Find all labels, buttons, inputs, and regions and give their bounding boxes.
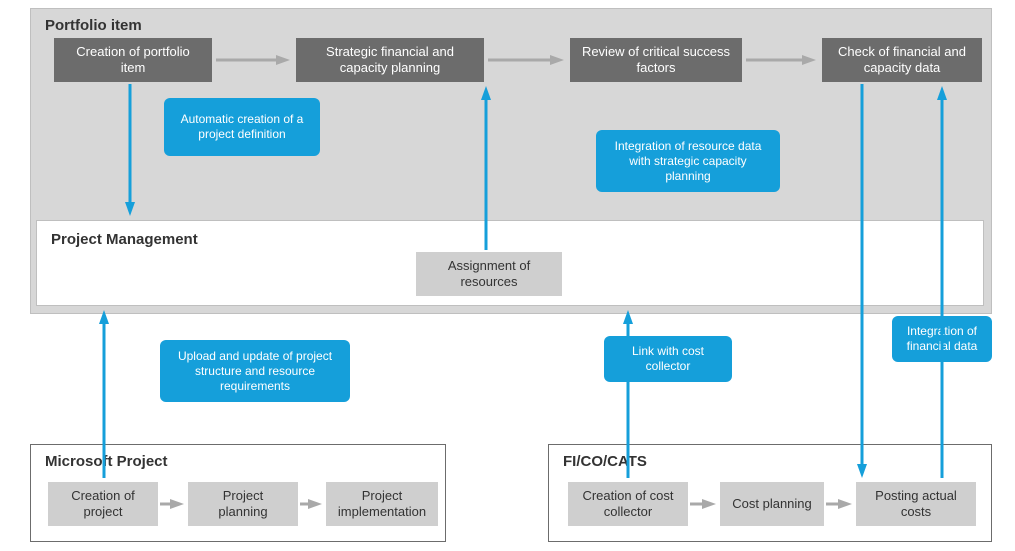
callout-link-cost-collector: Link with cost collector xyxy=(604,336,732,382)
box-project-implementation: Project implementation xyxy=(326,482,438,526)
box-project-planning: Project planning xyxy=(188,482,298,526)
box-check-financial-data: Check of financial and capacity data xyxy=(822,38,982,82)
box-strategic-planning: Strategic financial and capacity plannin… xyxy=(296,38,484,82)
callout-auto-creation: Automatic creation of a project definiti… xyxy=(164,98,320,156)
region-portfolio-title: Portfolio item xyxy=(45,17,142,34)
box-cost-planning: Cost planning xyxy=(720,482,824,526)
callout-integration-financial: Integration of financial data xyxy=(892,316,992,362)
region-pm-title: Project Management xyxy=(51,231,198,248)
box-creation-project: Creation of project xyxy=(48,482,158,526)
region-fi-title: FI/CO/CATS xyxy=(563,453,647,470)
box-creation-portfolio-item: Creation of portfolio item xyxy=(54,38,212,82)
box-posting-actual-costs: Posting actual costs xyxy=(856,482,976,526)
callout-integration-resource: Integration of resource data with strate… xyxy=(596,130,780,192)
box-review-success-factors: Review of critical success factors xyxy=(570,38,742,82)
diagram-canvas: Portfolio item Project Management Micros… xyxy=(0,0,1015,551)
region-ms-title: Microsoft Project xyxy=(45,453,168,470)
box-creation-cost-collector: Creation of cost collector xyxy=(568,482,688,526)
callout-upload-update: Upload and update of project structure a… xyxy=(160,340,350,402)
box-assignment-resources: Assignment of resources xyxy=(416,252,562,296)
